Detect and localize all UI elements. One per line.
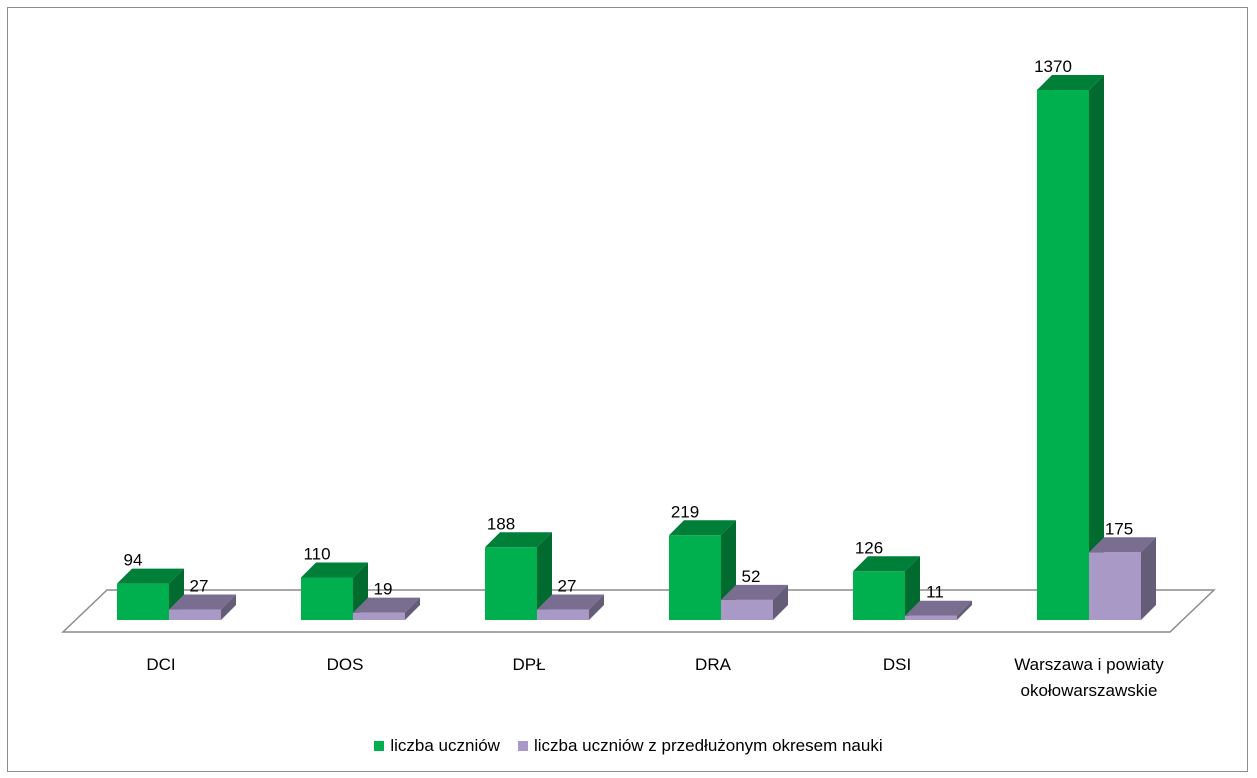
bar-0-1 — [301, 577, 353, 620]
bar-side-1-1 — [405, 597, 420, 620]
category-label-0: DCI — [146, 655, 175, 674]
category-label-1: DOS — [327, 655, 364, 674]
bar-1-2 — [537, 609, 589, 620]
bar-top-0-4 — [853, 556, 920, 572]
bar-side-1-5 — [1141, 537, 1156, 620]
legend-swatch-series-1 — [517, 741, 528, 751]
bar-side-1-3 — [773, 584, 788, 620]
bar-1-4 — [905, 615, 957, 620]
data-label-0-2: 188 — [487, 514, 515, 533]
category-label-5-line2: okołowarszawskie — [1021, 681, 1158, 700]
bar-0-5 — [1037, 90, 1089, 620]
bar-0-4 — [853, 571, 905, 620]
data-label-1-2: 27 — [558, 577, 577, 596]
bar-top-1-4 — [905, 600, 972, 616]
legend-label-series-1: liczba uczniów z przedłużonym okresem na… — [533, 736, 883, 755]
category-label-4: DSI — [883, 655, 911, 674]
data-label-0-4: 126 — [855, 538, 883, 557]
data-label-0-0: 94 — [124, 551, 143, 570]
legend: liczba uczniów liczba uczniów z przedłuż… — [0, 736, 1257, 756]
bar-top-0-2 — [485, 532, 552, 548]
data-label-0-3: 219 — [671, 502, 699, 521]
bar-top-0-1 — [301, 562, 368, 578]
legend-item-series-1: liczba uczniów z przedłużonym okresem na… — [517, 736, 883, 756]
bar-side-1-0 — [221, 594, 236, 620]
bar-side-1-4 — [957, 600, 972, 620]
bar-side-0-5 — [1089, 75, 1104, 620]
data-label-1-1: 19 — [374, 580, 393, 599]
bar-0-0 — [117, 583, 169, 620]
category-label-3: DRA — [695, 655, 732, 674]
bar-top-0-0 — [117, 568, 184, 584]
bar-top-1-1 — [353, 597, 420, 613]
bar-1-1 — [353, 612, 405, 620]
data-label-0-5: 1370 — [1034, 57, 1072, 76]
bar-top-0-3 — [669, 520, 736, 536]
legend-item-series-0: liczba uczniów — [374, 736, 500, 756]
bar-1-3 — [721, 599, 773, 620]
bar-1-5 — [1089, 552, 1141, 620]
bar-top-1-5 — [1089, 537, 1156, 553]
data-label-1-0: 27 — [190, 577, 209, 596]
legend-swatch-series-0 — [374, 741, 385, 751]
bar-top-1-2 — [537, 594, 604, 610]
data-label-0-1: 110 — [303, 544, 330, 563]
legend-label-series-0: liczba uczniów — [390, 736, 500, 755]
bar-0-2 — [485, 547, 537, 620]
data-label-1-5: 175 — [1105, 519, 1133, 538]
bar-top-1-3 — [721, 584, 788, 600]
bar-side-1-2 — [589, 594, 604, 620]
bar-top-1-0 — [169, 594, 236, 610]
bar-top-0-5 — [1037, 75, 1104, 90]
data-label-1-4: 11 — [926, 583, 944, 602]
bar-side-0-4 — [905, 556, 920, 620]
category-label-2: DPŁ — [512, 655, 545, 674]
bar-1-0 — [169, 609, 221, 620]
category-label-5-line1: Warszawa i powiaty — [1014, 655, 1164, 674]
bar-side-0-2 — [537, 532, 552, 620]
bar-0-3 — [669, 535, 721, 620]
data-label-1-3: 52 — [742, 567, 761, 586]
